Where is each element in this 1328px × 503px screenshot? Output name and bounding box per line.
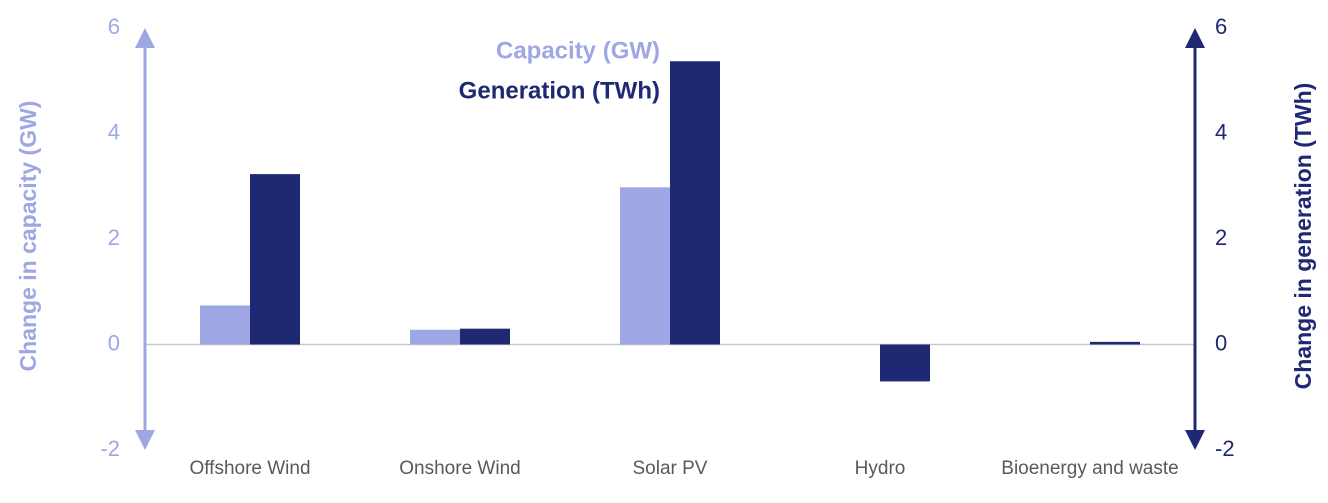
x-tick-label: Solar PV bbox=[632, 458, 708, 479]
y-tick-label: 4 bbox=[108, 119, 120, 144]
y2-tick-label: -2 bbox=[1215, 436, 1235, 461]
y2-axis-arrow bbox=[1185, 28, 1205, 48]
y-tick-label: 6 bbox=[108, 14, 120, 39]
bar bbox=[250, 174, 300, 345]
y2-tick-label: 6 bbox=[1215, 14, 1227, 39]
y2-tick-label: 4 bbox=[1215, 119, 1227, 144]
y-tick-label: -2 bbox=[100, 436, 120, 461]
x-tick-label: Onshore Wind bbox=[399, 458, 521, 479]
bar bbox=[1090, 341, 1140, 345]
bar bbox=[670, 61, 720, 345]
x-tick-label: Offshore Wind bbox=[189, 458, 311, 479]
bar bbox=[410, 329, 460, 345]
y2-axis-arrow bbox=[1185, 430, 1205, 450]
y-axis-arrow bbox=[135, 28, 155, 48]
bar bbox=[200, 305, 250, 345]
legend-entry: Generation (TWh) bbox=[459, 77, 660, 104]
y-axis-arrow bbox=[135, 430, 155, 450]
y2-tick-label: 2 bbox=[1215, 225, 1227, 250]
x-tick-label: Bioenergy and waste bbox=[1001, 458, 1179, 479]
x-tick-label: Hydro bbox=[854, 458, 906, 479]
bar bbox=[620, 187, 670, 345]
y2-tick-label: 0 bbox=[1215, 330, 1227, 355]
y-axis-title: Change in capacity (GW) bbox=[15, 101, 41, 372]
legend-entry: Capacity (GW) bbox=[496, 37, 660, 64]
bar bbox=[880, 344, 930, 382]
y-tick-label: 0 bbox=[108, 330, 120, 355]
y2-axis-title: Change in generation (TWh) bbox=[1290, 83, 1316, 390]
bar bbox=[460, 328, 510, 345]
y-tick-label: 2 bbox=[108, 225, 120, 250]
